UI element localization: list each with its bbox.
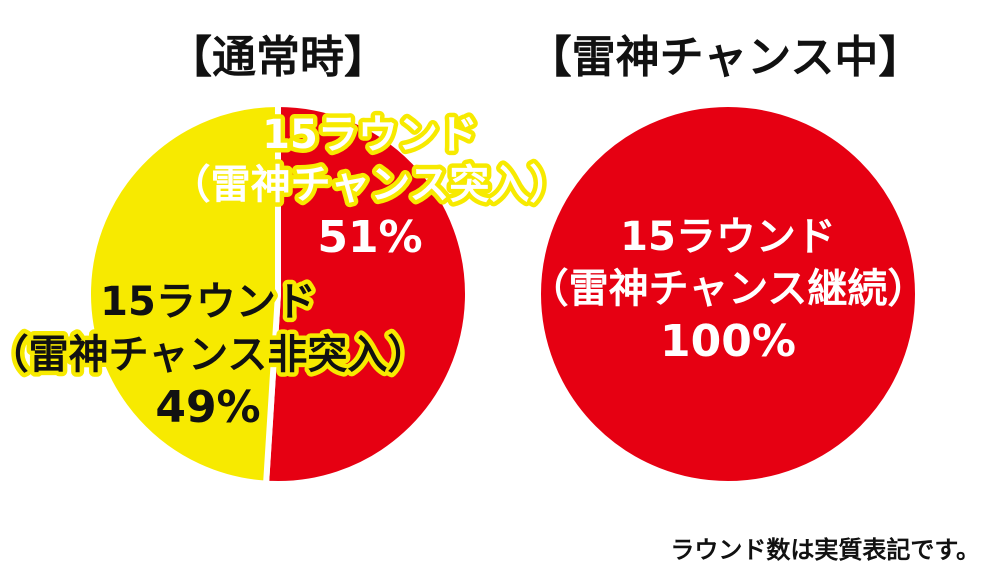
slice-value-label: 51% — [317, 212, 422, 263]
pie-slice-continue — [535, 101, 921, 487]
pie-slice-no-enter — [85, 101, 281, 487]
slice-label-line: 15ラウンド — [262, 112, 478, 158]
slice-label-normal-no-enter: 15ラウンド （雷神チャンス非突入） 49% — [0, 275, 432, 434]
slice-value-label: 100% — [660, 316, 796, 367]
slice-label-line: 15ラウンド — [620, 214, 836, 260]
chart-title-normal: 【通常時】 — [168, 32, 388, 83]
pie-raijin-chance — [535, 101, 921, 487]
slice-label-line: （雷神チャンス非突入） — [0, 332, 427, 378]
slice-label-line: （雷神チャンス突入） — [171, 162, 570, 208]
slice-value-label: 49% — [155, 382, 260, 433]
pie-slice-enter — [263, 101, 471, 487]
slice-label-raijin-continue: 15ラウンド （雷神チャンス継続） 100% — [529, 214, 928, 367]
slice-label-normal-enter: 15ラウンド （雷神チャンス突入） 51% — [166, 108, 574, 264]
pie-normal — [85, 101, 471, 487]
slice-label-line: （雷神チャンス継続） — [529, 266, 928, 312]
slice-label-line: 15ラウンド — [100, 279, 316, 325]
footnote: ラウンド数は実質表記です。 — [670, 536, 980, 564]
chart-title-raijin-chance: 【雷神チャンス中】 — [528, 32, 923, 83]
